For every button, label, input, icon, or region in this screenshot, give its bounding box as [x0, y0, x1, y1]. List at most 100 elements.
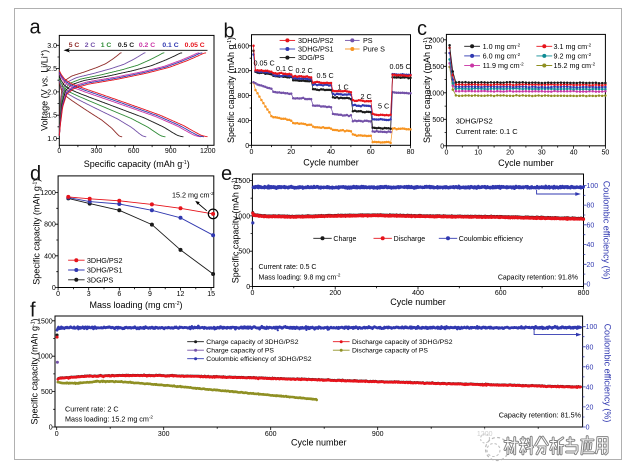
svg-text:0.05 C: 0.05 C: [390, 62, 411, 71]
svg-text:1.5: 1.5: [47, 113, 57, 120]
svg-text:0: 0: [55, 431, 59, 438]
svg-text:900: 900: [165, 148, 177, 155]
svg-text:15.2 mg cm-2: 15.2 mg cm-2: [554, 61, 596, 70]
svg-text:Charge: Charge: [333, 236, 356, 243]
svg-text:800: 800: [578, 290, 590, 297]
svg-text:Coulombic efficiency (%): Coulombic efficiency (%): [602, 181, 612, 280]
svg-text:400: 400: [412, 290, 424, 297]
svg-text:3: 3: [87, 291, 91, 298]
svg-text:1200: 1200: [234, 68, 250, 75]
svg-text:3DHG/PS2: 3DHG/PS2: [87, 256, 123, 265]
svg-text:60: 60: [587, 222, 595, 229]
svg-text:100: 100: [587, 183, 599, 190]
svg-text:60: 60: [586, 364, 594, 371]
svg-text:300: 300: [91, 148, 103, 155]
svg-text:20: 20: [587, 262, 595, 269]
svg-text:3.0: 3.0: [47, 43, 57, 50]
svg-text:80: 80: [407, 149, 415, 156]
svg-text:800: 800: [44, 222, 56, 229]
svg-text:200: 200: [329, 290, 341, 297]
svg-text:Voltage (V vs. Li/Li+): Voltage (V vs. Li/Li+): [40, 50, 50, 131]
svg-text:1200: 1200: [200, 148, 216, 155]
svg-text:Current rate: 0.5 C: Current rate: 0.5 C: [259, 264, 317, 271]
svg-text:Cycle number: Cycle number: [498, 158, 554, 168]
svg-text:60: 60: [367, 149, 375, 156]
svg-text:2 C: 2 C: [361, 92, 372, 101]
svg-text:Current rate: 0.1 C: Current rate: 0.1 C: [456, 127, 519, 136]
svg-text:0: 0: [444, 149, 448, 156]
svg-text:0.2 C: 0.2 C: [139, 42, 155, 49]
svg-text:f: f: [30, 300, 36, 322]
svg-text:40: 40: [587, 242, 595, 249]
svg-text:0: 0: [587, 282, 591, 289]
svg-text:600: 600: [128, 148, 140, 155]
svg-text:9.2 mg cm-2: 9.2 mg cm-2: [554, 52, 592, 61]
svg-text:0: 0: [245, 143, 249, 150]
svg-text:3DHG/PS2: 3DHG/PS2: [456, 117, 493, 126]
svg-text:80: 80: [587, 203, 595, 210]
svg-text:0.5 C: 0.5 C: [317, 71, 334, 80]
svg-text:1000: 1000: [235, 213, 251, 220]
svg-text:a: a: [30, 17, 42, 39]
svg-text:1.0: 1.0: [47, 136, 57, 143]
svg-text:500: 500: [238, 249, 250, 256]
svg-text:Coulombic efficiency (%): Coulombic efficiency (%): [603, 324, 613, 423]
svg-text:0.05 C: 0.05 C: [254, 59, 275, 68]
svg-text:9: 9: [148, 291, 152, 298]
svg-text:1600: 1600: [234, 43, 250, 50]
svg-text:1.0 mg cm-2: 1.0 mg cm-2: [483, 42, 521, 51]
svg-text:Specific capacity (mAh g-1): Specific capacity (mAh g-1): [30, 319, 40, 425]
svg-text:Specific capacity (mAh g-1): Specific capacity (mAh g-1): [32, 179, 42, 285]
svg-text:Cycle number: Cycle number: [291, 438, 347, 448]
svg-text:3DHG/PS1: 3DHG/PS1: [87, 266, 123, 275]
svg-text:0: 0: [440, 143, 444, 150]
svg-text:100: 100: [586, 324, 598, 331]
svg-text:Coulombic efficiency of 3DHG/P: Coulombic efficiency of 3DHG/PS2: [206, 356, 311, 363]
svg-text:600: 600: [265, 431, 277, 438]
svg-text:Capacity retention: 91.8%: Capacity retention: 91.8%: [498, 274, 578, 281]
svg-text:Coulombic efficiency: Coulombic efficiency: [459, 236, 524, 243]
svg-text:6.0 mg cm-2: 6.0 mg cm-2: [483, 52, 521, 61]
svg-text:1 C: 1 C: [101, 42, 112, 49]
svg-text:0: 0: [52, 285, 56, 292]
svg-text:2.0: 2.0: [47, 89, 57, 96]
svg-text:0.5 C: 0.5 C: [118, 42, 134, 49]
svg-text:0.05 C: 0.05 C: [185, 42, 205, 49]
svg-text:20: 20: [586, 404, 594, 411]
svg-text:3DG/PS: 3DG/PS: [87, 275, 114, 284]
svg-text:30: 30: [538, 149, 546, 156]
svg-text:Cycle number: Cycle number: [390, 297, 446, 307]
svg-text:2.5: 2.5: [47, 66, 57, 73]
svg-text:3DHG/PS2: 3DHG/PS2: [298, 36, 334, 45]
svg-text:11.9 mg cm-2: 11.9 mg cm-2: [483, 61, 525, 70]
svg-text:0: 0: [586, 425, 590, 432]
svg-text:0.1 C: 0.1 C: [276, 64, 293, 73]
svg-text:3.1 mg cm-2: 3.1 mg cm-2: [554, 42, 592, 51]
svg-text:50: 50: [602, 149, 610, 156]
svg-text:400: 400: [238, 118, 250, 125]
svg-text:20: 20: [506, 149, 514, 156]
svg-text:Specific capacity (mAh g-1): Specific capacity (mAh g-1): [231, 177, 241, 283]
svg-text:40: 40: [570, 149, 578, 156]
svg-text:0.2 C: 0.2 C: [296, 66, 313, 75]
svg-text:Mass loading: 15.2 mg cm-2: Mass loading: 15.2 mg cm-2: [65, 414, 153, 423]
svg-text:1 C: 1 C: [338, 83, 349, 92]
svg-text:20: 20: [287, 149, 295, 156]
svg-text:Discharge: Discharge: [394, 236, 426, 243]
svg-text:Cycle number: Cycle number: [303, 157, 359, 167]
svg-text:300: 300: [158, 431, 170, 438]
svg-text:500: 500: [432, 117, 444, 124]
svg-text:b: b: [224, 21, 235, 43]
svg-text:15.2 mg cm-2: 15.2 mg cm-2: [172, 191, 214, 200]
svg-text:5 C: 5 C: [378, 102, 389, 111]
svg-text:5 C: 5 C: [69, 42, 80, 49]
svg-text:400: 400: [44, 253, 56, 260]
svg-text:1200: 1200: [40, 190, 56, 197]
svg-text:2 C: 2 C: [85, 42, 96, 49]
svg-text:0: 0: [250, 290, 254, 297]
svg-text:Charge capacity of PS: Charge capacity of PS: [206, 348, 274, 355]
svg-text:Capacity retention: 81.5%: Capacity retention: 81.5%: [499, 411, 582, 420]
svg-text:0.1 C: 0.1 C: [162, 42, 178, 49]
svg-text:800: 800: [238, 93, 250, 100]
svg-text:0: 0: [56, 291, 60, 298]
